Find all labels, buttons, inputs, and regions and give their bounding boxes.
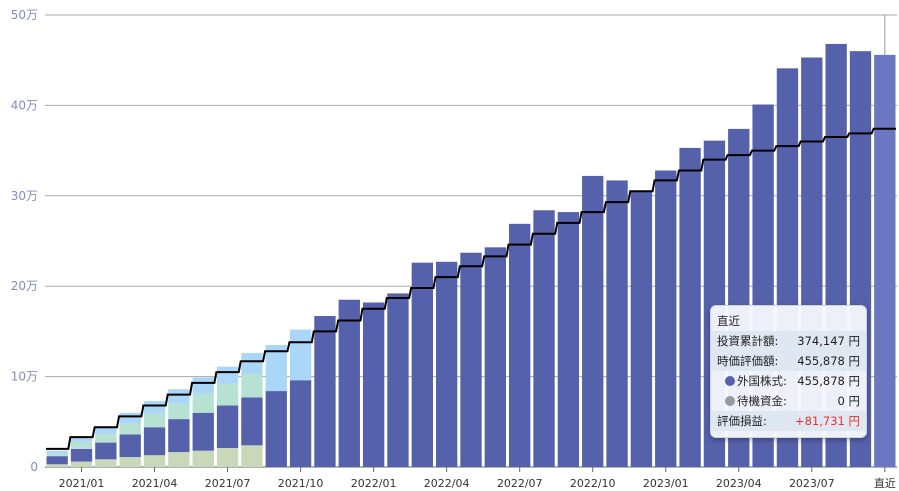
invest-label: 投資累計額: (717, 334, 779, 348)
bar-segment-olive (46, 464, 68, 467)
bar-segment-purple (679, 147, 701, 467)
foreign-dot-icon (725, 376, 735, 386)
bar-segment-olive (70, 461, 93, 467)
bar-segment-purple (484, 247, 507, 467)
bar-segment-purple (265, 391, 287, 467)
bar-segment-purple (241, 397, 263, 446)
x-tick-label: 2021/10 (278, 477, 324, 490)
bar-segment-purple (630, 191, 653, 467)
bar-segment-lightblue (192, 377, 214, 394)
bar-segment-purple (314, 316, 336, 467)
bar-segment-lightblue (168, 389, 190, 404)
bar-segment-lightblue (119, 412, 141, 424)
bar-segment-olive (241, 445, 263, 467)
y-tick-label: 0 (30, 460, 38, 474)
bar-segment-mint (70, 441, 93, 449)
x-tick-label: 2022/07 (497, 477, 543, 490)
y-tick-label: 20万 (11, 279, 38, 293)
bar-segment-purple (216, 405, 239, 449)
value-value: 455,878 円 (797, 354, 860, 368)
pl-label: 評価損益: (717, 414, 767, 428)
bar-segment-purple (192, 412, 214, 451)
bar-segment-purple (168, 419, 190, 453)
bar-segment-olive (143, 455, 166, 467)
bar-segment-olive (168, 452, 190, 467)
pl-value: +81,731 円 (794, 414, 860, 428)
bar-segment-lightblue (289, 329, 312, 381)
x-tick-label: 2022/04 (424, 477, 470, 490)
bar-segment-mint (95, 433, 117, 443)
bar-segment-purple (655, 170, 677, 467)
cash-label: 待機資金: (737, 394, 787, 408)
x-tick-label: 2022/10 (570, 477, 616, 490)
bar-highlighted (874, 54, 896, 467)
bar-segment-purple (557, 212, 580, 467)
bar-segment-purple (606, 180, 628, 467)
y-tick-label: 10万 (11, 370, 38, 384)
foreign-value: 455,878 円 (797, 374, 860, 388)
x-tick-label: 2021/07 (205, 477, 251, 490)
x-tick-label: 2023/04 (716, 477, 762, 490)
bar-segment-mint (216, 383, 239, 406)
bar-segment-purple (70, 448, 93, 462)
investment-step-line (46, 127, 896, 450)
bar-segment-purple (143, 427, 166, 456)
x-tick-label: 2021/04 (132, 477, 178, 490)
bar-segment-olive (95, 459, 117, 467)
bar-segment-olive (216, 448, 239, 467)
bar-segment-lightblue (265, 344, 287, 392)
bar-segment-olive (119, 457, 141, 467)
bar-segment-purple (533, 210, 555, 467)
bar-segment-mint (143, 413, 166, 428)
x-tick-label: 2021/01 (59, 477, 105, 490)
cash-value: 0 円 (837, 394, 860, 408)
bar-segment-lightblue (95, 426, 117, 434)
y-tick-label: 50万 (11, 8, 38, 22)
bar-segment-mint (241, 373, 263, 398)
tooltip: 直近 投資累計額: 374,147 円 時価評価額: 455,878 円 外国株式:… (710, 305, 867, 438)
bar-segment-purple (46, 456, 68, 465)
bar-segment-mint (46, 453, 68, 457)
bar-segment-purple (95, 442, 117, 460)
bar-segment-lightblue (70, 436, 93, 442)
bar-segment-purple (119, 434, 141, 458)
bar-segment-lightblue (143, 401, 166, 414)
x-tick-label: 2022/01 (351, 477, 397, 490)
bar-segment-purple (509, 223, 531, 467)
foreign-label: 外国株式: (737, 374, 787, 388)
bar-segment-purple (362, 302, 385, 467)
bar-segment-olive (192, 450, 214, 467)
bar-segment-lightblue (241, 353, 263, 374)
bar-segment-mint (119, 423, 141, 435)
tooltip-title: 直近 (717, 314, 740, 328)
value-label: 時価評価額: (717, 354, 779, 368)
bar-segment-purple (582, 175, 604, 468)
bar-segment-purple (338, 299, 360, 467)
bar-segment-purple (411, 262, 433, 467)
bar-segment-mint (192, 393, 214, 413)
cash-dot-icon (725, 396, 735, 406)
bar-segment-mint (168, 403, 190, 420)
bar-segment-lightblue (216, 366, 239, 384)
x-tick-label: 2023/07 (789, 477, 835, 490)
bar-segment-lightblue (46, 450, 68, 454)
bar-segment-purple (289, 380, 312, 467)
y-tick-label: 40万 (11, 98, 38, 112)
bar-segment-purple (460, 252, 482, 467)
x-tick-label: 2023/01 (643, 477, 689, 490)
y-tick-label: 30万 (11, 189, 38, 203)
x-tick-label: 直近 (874, 476, 896, 490)
bar-segment-purple (435, 261, 458, 467)
bar-segment-purple (387, 293, 409, 467)
invest-value: 374,147 円 (797, 334, 860, 348)
